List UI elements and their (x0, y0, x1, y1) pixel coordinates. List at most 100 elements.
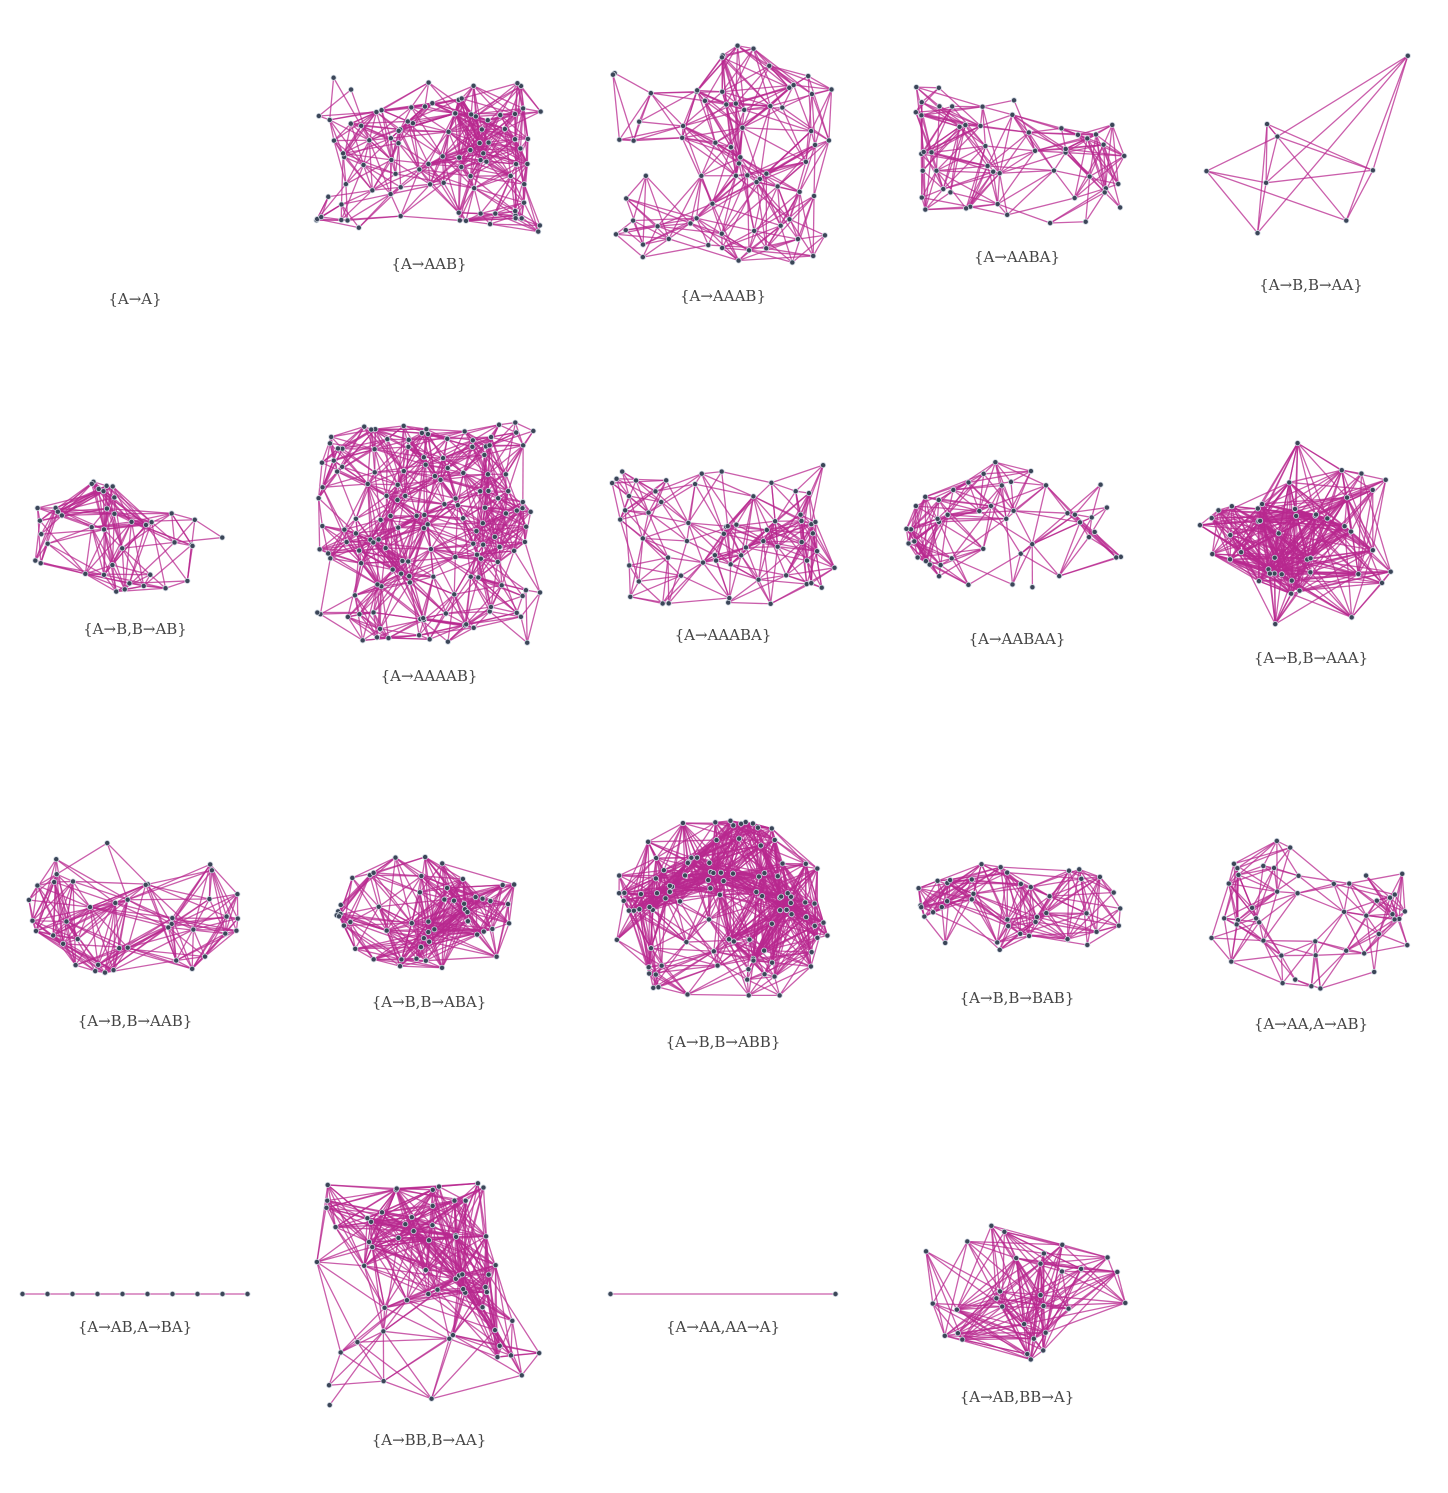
node (129, 519, 134, 524)
node (185, 578, 190, 583)
graph-label: {A→B,B→ABA} (372, 993, 487, 1011)
node (1288, 591, 1293, 596)
node (485, 472, 490, 477)
node (1272, 555, 1277, 560)
edge (187, 546, 192, 581)
node (414, 513, 419, 518)
node (149, 520, 154, 525)
node (806, 73, 811, 78)
node (477, 140, 482, 145)
edge (639, 122, 683, 126)
node (388, 513, 393, 518)
node (514, 610, 519, 615)
edge (697, 57, 722, 91)
node (423, 958, 428, 963)
node (83, 571, 88, 576)
node (352, 593, 357, 598)
edge (1298, 443, 1342, 470)
node (829, 87, 834, 92)
node (1104, 505, 1109, 510)
node (720, 89, 725, 94)
node (191, 927, 196, 932)
node (105, 840, 110, 845)
node (1018, 551, 1023, 556)
node (736, 258, 741, 263)
node (1275, 134, 1280, 139)
node (485, 118, 490, 123)
node (768, 103, 773, 108)
node (519, 216, 524, 221)
edge (648, 840, 716, 842)
node (680, 123, 685, 128)
node (356, 225, 361, 230)
node (395, 482, 400, 487)
node (1308, 556, 1313, 561)
node (421, 936, 426, 941)
node (617, 137, 622, 142)
node (1204, 168, 1209, 173)
node (45, 541, 50, 546)
node (473, 894, 478, 899)
edge (805, 864, 806, 903)
node (1356, 572, 1361, 577)
node (141, 583, 146, 588)
node (706, 242, 711, 247)
node (486, 140, 491, 145)
node (811, 253, 816, 258)
node (499, 583, 504, 588)
node (496, 496, 501, 501)
edge (814, 140, 829, 196)
edge (1266, 56, 1408, 183)
node (623, 227, 628, 232)
node (775, 184, 780, 189)
edge (73, 881, 148, 884)
node (761, 538, 766, 543)
node (89, 481, 94, 486)
graph (904, 460, 1124, 590)
node (143, 522, 148, 527)
edge (702, 472, 722, 474)
node (110, 562, 115, 567)
node (384, 928, 389, 933)
node (484, 159, 489, 164)
edge (92, 527, 104, 575)
node (70, 879, 75, 884)
edge (515, 164, 516, 211)
node (978, 123, 983, 128)
node (104, 506, 109, 511)
node (35, 505, 40, 510)
graph-label: {A→A} (108, 290, 161, 308)
node (385, 437, 390, 442)
node (513, 208, 518, 213)
node (73, 963, 78, 968)
edge (56, 859, 127, 899)
node (329, 434, 334, 439)
node (328, 556, 333, 561)
node (326, 551, 331, 556)
node (1295, 441, 1300, 446)
edge (703, 563, 729, 598)
node (719, 231, 724, 236)
node (470, 438, 475, 443)
node (799, 518, 804, 523)
node (710, 201, 715, 206)
node (487, 443, 492, 448)
node (335, 469, 340, 474)
node (1383, 477, 1388, 482)
node (784, 573, 789, 578)
node (614, 476, 619, 481)
node (1043, 483, 1048, 488)
node (684, 538, 689, 543)
edge (669, 598, 730, 603)
node (628, 594, 633, 599)
node (481, 542, 486, 547)
node (489, 434, 494, 439)
edge (455, 113, 515, 114)
node (793, 489, 798, 494)
node (359, 123, 364, 128)
node (914, 84, 919, 89)
node (101, 527, 106, 532)
node (503, 511, 508, 516)
node (482, 452, 487, 457)
node (803, 159, 808, 164)
